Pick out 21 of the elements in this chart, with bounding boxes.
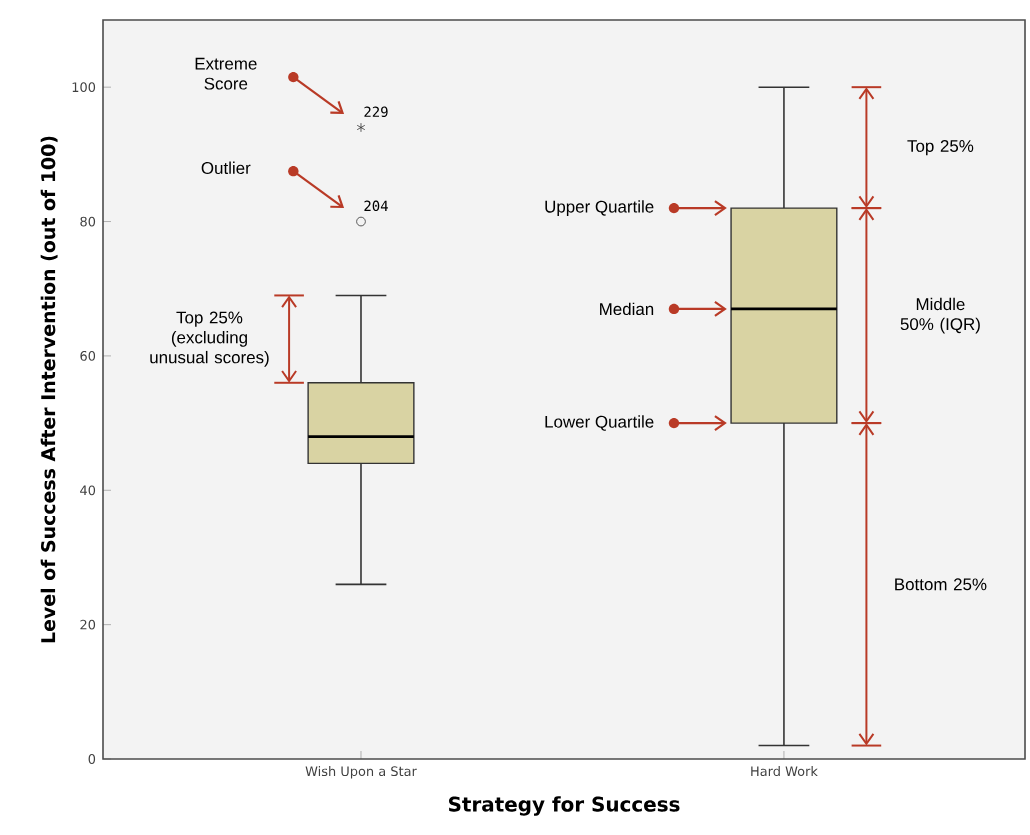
annotation: Lower Quartile <box>545 415 654 431</box>
y-tick-label: 100 <box>72 82 96 93</box>
annotation: Middle 50% (IQR) <box>900 297 980 334</box>
y-tick-label: 80 <box>80 216 96 227</box>
y-tick-label: 60 <box>80 351 96 361</box>
annotation: Outlier <box>201 161 251 174</box>
annotation: Bottom 25% <box>895 578 987 591</box>
annotation: Extreme Score <box>195 57 257 90</box>
y-tick-label: 40 <box>80 485 96 496</box>
annotation: 204 <box>364 200 388 212</box>
y-axis-title: Level of Success After Intervention (out of 100) <box>40 136 58 643</box>
y-tick-label: 20 <box>80 619 96 630</box>
annotation: Upper Quartile <box>545 200 654 216</box>
x-axis-title: Strategy for Success <box>449 796 680 816</box>
y-tick-label: 0 <box>88 754 96 764</box>
x-tick-label: Hard Work <box>751 766 818 777</box>
annotation: Median <box>600 302 654 316</box>
annotation: Top 25% <box>907 139 974 156</box>
annotation: 229 <box>364 106 388 118</box>
x-tick-label: Wish Upon a Star <box>305 766 417 779</box>
annotation: Top 25% (excluding unusual scores) <box>150 311 269 367</box>
